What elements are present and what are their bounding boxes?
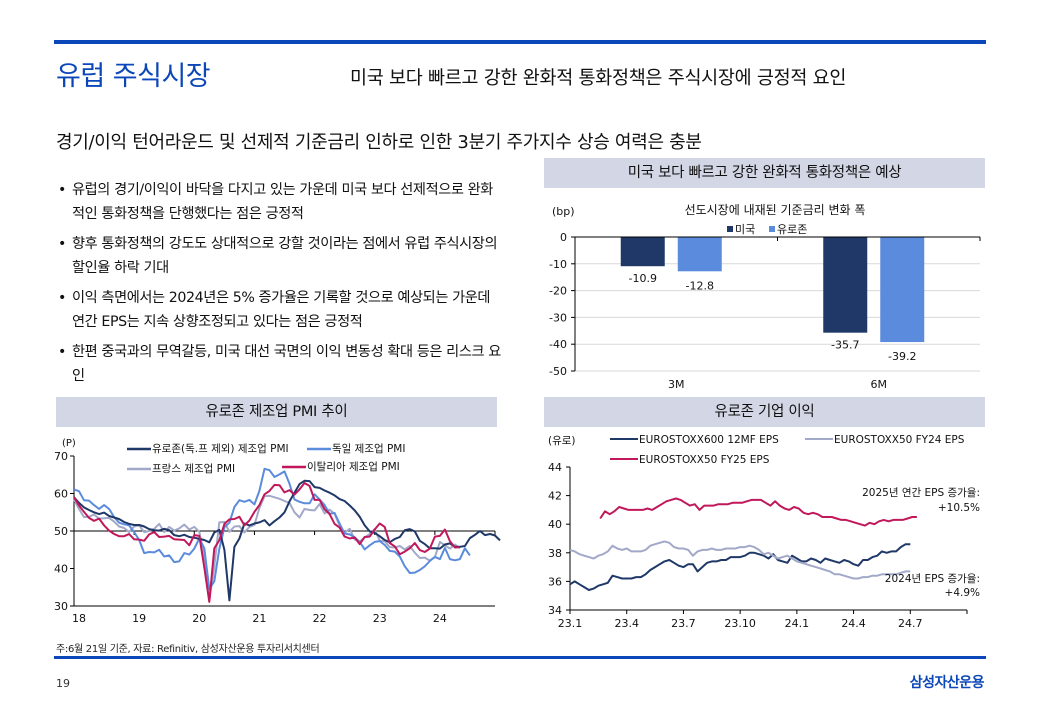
bar-value-label: -35.7 bbox=[831, 339, 859, 352]
x-tick-label: 24 bbox=[433, 612, 447, 625]
x-tick-label: 22 bbox=[313, 612, 327, 625]
bullet-item: 이익 측면에서는 2024년은 5% 증가율은 기록할 것으로 예상되는 가운데… bbox=[58, 286, 503, 334]
x-tick-label: 24.4 bbox=[841, 617, 866, 630]
legend-label: 프랑스 제조업 PMI bbox=[152, 462, 235, 475]
legend-label: 이탈리아 제조업 PMI bbox=[307, 460, 400, 473]
x-tick-label: 23.1 bbox=[558, 617, 583, 630]
legend-label: EUROSTOXX50 FY24 EPS bbox=[834, 434, 965, 446]
legend-label: EUROSTOXX50 FY25 EPS bbox=[639, 454, 770, 466]
bar-eurozone-6M bbox=[880, 237, 925, 343]
x-tick-label: 18 bbox=[72, 612, 86, 625]
y-axis-unit-label: (bp) bbox=[552, 205, 575, 218]
page-headline: 미국 보다 빠르고 강한 완화적 통화정책은 주식시장에 긍정적 요인 bbox=[350, 68, 847, 89]
x-axis-ticks: 3M 6M bbox=[668, 237, 981, 391]
legend-label: 미국 bbox=[735, 223, 755, 236]
rates-panel-title: 미국 보다 빠르고 강한 완화적 통화정책은 예상 bbox=[544, 158, 985, 188]
series-lines bbox=[73, 467, 501, 603]
series-line-0 bbox=[73, 479, 501, 602]
y-axis-unit-label: (유로) bbox=[548, 435, 576, 447]
top-accent-bar bbox=[54, 40, 986, 44]
legend-swatch bbox=[769, 226, 775, 232]
series-line-1 bbox=[569, 540, 911, 580]
series-line-3 bbox=[73, 482, 460, 603]
chart-title: 선도시장에 내재된 기준금리 변화 폭 bbox=[685, 203, 866, 217]
legend-label: 유로존(독.프 제외) 제조업 PMI bbox=[152, 442, 289, 455]
x-tick-label: 20 bbox=[192, 612, 206, 625]
source-footnote: 주:6월 21일 기준, 자료: Refinitiv, 삼성자산운용 투자리서치… bbox=[56, 644, 320, 655]
annotation-fy25-label: 2025년 연간 EPS 증가율: bbox=[862, 487, 980, 499]
eps-panel-title: 유로존 기업 이익 bbox=[544, 397, 985, 427]
bar-value-label: -39.2 bbox=[888, 350, 916, 363]
y-tick-label: 70 bbox=[54, 450, 68, 463]
bars bbox=[575, 236, 980, 343]
axes: 34 36 38 40 42 44 23.1 23.4 23.7 23.10 24.1 24.4 24.… bbox=[548, 461, 968, 630]
bar-value-label: -12.8 bbox=[686, 279, 714, 292]
bar-value-label: -10.9 bbox=[629, 272, 657, 285]
x-tick-label: 23.10 bbox=[724, 617, 756, 630]
bullet-item: 향후 통화정책의 강도도 상대적으로 강할 것이라는 점에서 유럽 주식시장의 … bbox=[58, 232, 503, 280]
y-tick-label: -50 bbox=[549, 365, 567, 378]
x-tick-label: 6M bbox=[871, 378, 888, 391]
series-line-2 bbox=[73, 494, 461, 602]
y-tick-label: -30 bbox=[549, 311, 567, 324]
legend-label: 독일 제조업 PMI bbox=[332, 442, 405, 455]
y-tick-label: -20 bbox=[549, 285, 567, 298]
page-title: 유럽 주식시장 bbox=[56, 61, 211, 92]
page-number: 19 bbox=[56, 677, 70, 690]
y-tick-label: 42 bbox=[548, 490, 562, 503]
series-line-2 bbox=[599, 497, 917, 527]
rate-change-bar-chart: (bp) 선도시장에 내재된 기준금리 변화 폭 미국 유로존 0 -10 -20 -3… bbox=[549, 203, 981, 391]
annotation-fy24-value: +4.9% bbox=[945, 587, 980, 599]
y-tick-label: 40 bbox=[54, 563, 68, 576]
x-tick-label: 23 bbox=[373, 612, 387, 625]
x-tick-label: 24.1 bbox=[785, 617, 810, 630]
series-lines bbox=[569, 497, 917, 591]
eps-line-chart: (유로) EUROSTOXX600 12MF EPS EUROSTOXX50 FY… bbox=[548, 434, 980, 630]
y-tick-label: 50 bbox=[54, 525, 68, 538]
annotation-fy25-value: +10.5% bbox=[938, 502, 980, 514]
legend-swatch bbox=[727, 226, 733, 232]
y-tick-label: 36 bbox=[548, 575, 562, 588]
data-labels: -10.9 -12.8 -35.7 -39.2 bbox=[629, 272, 917, 363]
legend-label: 유로존 bbox=[777, 223, 807, 236]
y-axis-unit-label: (P) bbox=[62, 438, 76, 449]
x-tick-label: 19 bbox=[132, 612, 146, 625]
y-tick-label: 0 bbox=[560, 231, 567, 244]
y-tick-label: 60 bbox=[54, 488, 68, 501]
chart-legend: 유로존(독.프 제외) 제조업 PMI 독일 제조업 PMI 프랑스 제조업 PMI… bbox=[127, 442, 405, 475]
x-tick-label: 23.4 bbox=[614, 617, 639, 630]
series-line-0 bbox=[569, 543, 911, 591]
chart-legend: 미국 유로존 bbox=[727, 223, 807, 236]
pmi-panel-title: 유로존 제조업 PMI 추이 bbox=[56, 397, 497, 427]
annotation-fy24-label: 2024년 EPS 증가율: bbox=[885, 573, 980, 585]
y-tick-label: -10 bbox=[549, 258, 567, 271]
bar-eurozone-3M bbox=[677, 237, 722, 272]
x-tick-label: 21 bbox=[252, 612, 266, 625]
brand-logo: 삼성자산운용 bbox=[909, 675, 985, 691]
bullet-item: 한편 중국과의 무역갈등, 미국 대선 국면의 이익 변동성 확대 등은 리스크… bbox=[58, 340, 503, 388]
bullet-item: 유럽의 경기/이익이 바닥을 다지고 있는 가운데 미국 보다 선제적으로 완화… bbox=[58, 178, 503, 226]
y-tick-label: 30 bbox=[54, 600, 68, 613]
x-tick-label: 3M bbox=[668, 378, 685, 391]
y-tick-label: 34 bbox=[548, 604, 562, 617]
pmi-line-chart: (P) 유로존(독.프 제외) 제조업 PMI 독일 제조업 PMI 프랑스 제조업… bbox=[54, 438, 501, 625]
x-tick-label: 24.7 bbox=[898, 617, 923, 630]
bar-us-3M bbox=[620, 237, 665, 267]
y-tick-label: 38 bbox=[548, 547, 562, 560]
chart-legend: EUROSTOXX600 12MF EPS EUROSTOXX50 FY24 EP… bbox=[610, 434, 965, 466]
x-tick-label: 23.7 bbox=[671, 617, 696, 630]
y-axis-ticks: 0 -10 -20 -30 -40 -50 bbox=[549, 231, 575, 378]
bottom-accent-bar bbox=[54, 656, 986, 659]
bar-us-6M bbox=[823, 237, 868, 333]
y-tick-label: 44 bbox=[548, 461, 562, 474]
section-subheading: 경기/이익 턴어라운드 및 선제적 기준금리 인하로 인한 3분기 주가지수 상… bbox=[56, 132, 702, 153]
series-line-1 bbox=[73, 467, 471, 591]
y-tick-label: -40 bbox=[549, 338, 567, 351]
y-tick-label: 40 bbox=[548, 518, 562, 531]
bullet-list: 유럽의 경기/이익이 바닥을 다지고 있는 가운데 미국 보다 선제적으로 완화… bbox=[58, 178, 503, 394]
legend-label: EUROSTOXX600 12MF EPS bbox=[639, 434, 779, 446]
